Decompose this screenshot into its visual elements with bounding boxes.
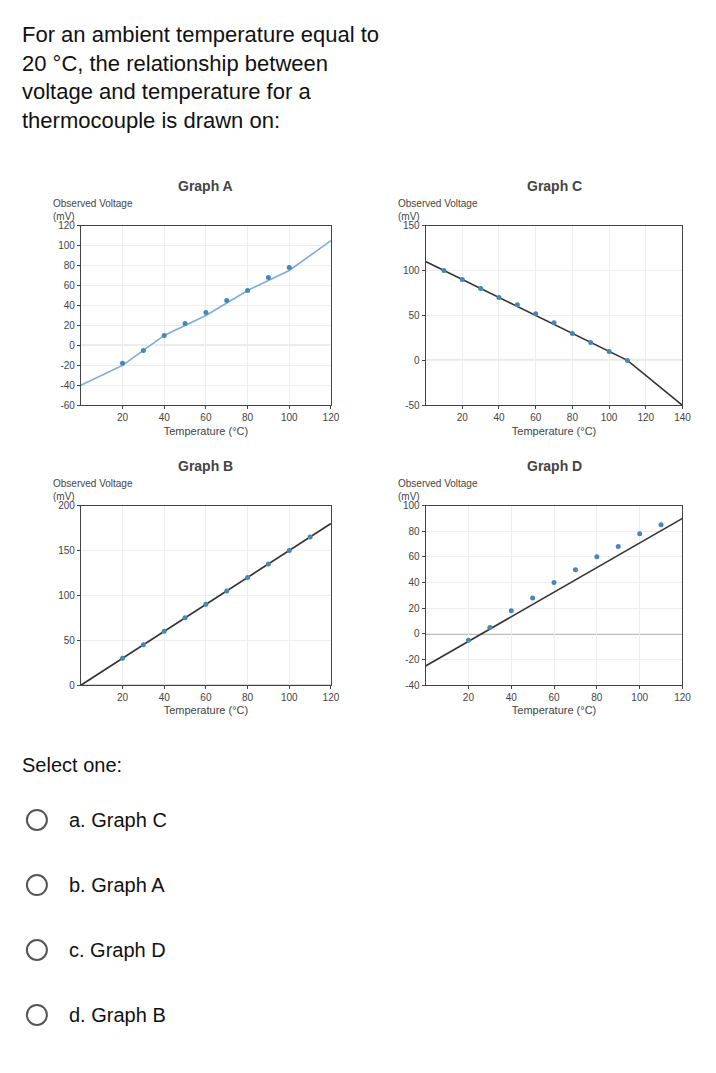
svg-text:60: 60 [200,692,212,703]
svg-text:For an ambient temperature equ: For an ambient temperature equal to20 °C… [22,22,379,133]
svg-text:20: 20 [117,412,129,423]
svg-text:80: 80 [242,692,254,703]
svg-text:Graph B: Graph B [178,458,233,474]
svg-text:Graph D: Graph D [527,458,582,474]
svg-text:20: 20 [117,692,129,703]
svg-text:40: 40 [159,692,171,703]
svg-text:120: 120 [58,220,75,231]
svg-text:60: 60 [548,692,560,703]
svg-text:Temperature (°C): Temperature (°C) [164,425,248,437]
svg-text:40: 40 [408,577,420,588]
svg-text:60: 60 [200,412,212,423]
svg-text:0: 0 [414,628,420,639]
svg-text:80: 80 [242,412,254,423]
svg-text:Temperature (°C): Temperature (°C) [164,704,248,716]
svg-text:100: 100 [601,412,618,423]
svg-text:-20: -20 [405,654,420,665]
svg-text:120: 120 [637,412,654,423]
svg-text:60: 60 [64,280,76,291]
svg-text:60: 60 [530,412,542,423]
svg-text:b. Graph A: b. Graph A [69,874,165,896]
svg-text:200: 200 [58,500,75,511]
svg-text:-60: -60 [60,400,75,411]
svg-text:40: 40 [64,300,76,311]
svg-text:120: 120 [323,692,340,703]
svg-text:Observed Voltage(mV): Observed Voltage(mV) [53,478,133,502]
svg-text:120: 120 [674,692,691,703]
svg-text:0: 0 [69,340,75,351]
svg-text:140: 140 [674,412,691,423]
svg-text:100: 100 [631,692,648,703]
svg-text:100: 100 [281,412,298,423]
svg-text:Select one:: Select one: [22,754,122,776]
svg-text:60: 60 [408,551,420,562]
svg-text:Observed Voltage(mV): Observed Voltage(mV) [53,198,133,222]
svg-text:Graph C: Graph C [527,178,582,194]
svg-text:120: 120 [323,412,340,423]
svg-text:80: 80 [567,412,579,423]
svg-text:100: 100 [281,692,298,703]
svg-text:100: 100 [58,240,75,251]
svg-text:80: 80 [591,692,603,703]
svg-text:d. Graph B: d. Graph B [69,1004,166,1026]
svg-text:a. Graph C: a. Graph C [69,809,167,831]
svg-text:20: 20 [463,692,475,703]
svg-text:Temperature (°C): Temperature (°C) [512,704,596,716]
svg-text:0: 0 [69,680,75,691]
svg-text:Temperature (°C): Temperature (°C) [512,425,596,437]
svg-text:50: 50 [64,635,76,646]
svg-text:50: 50 [408,310,420,321]
svg-text:-40: -40 [405,680,420,691]
svg-text:20: 20 [64,320,76,331]
svg-text:100: 100 [403,265,420,276]
svg-text:0: 0 [414,355,420,366]
svg-text:-40: -40 [60,380,75,391]
svg-text:Observed Voltage(mV): Observed Voltage(mV) [398,198,478,222]
svg-text:40: 40 [506,692,518,703]
svg-text:40: 40 [493,412,505,423]
svg-text:100: 100 [403,500,420,511]
svg-text:20: 20 [408,603,420,614]
svg-text:20: 20 [457,412,469,423]
svg-text:150: 150 [58,545,75,556]
svg-text:Graph A: Graph A [178,178,233,194]
svg-text:Observed Voltage(mV): Observed Voltage(mV) [398,478,478,502]
svg-text:100: 100 [58,590,75,601]
svg-text:c. Graph D: c. Graph D [69,939,166,961]
svg-text:40: 40 [159,412,171,423]
svg-text:150: 150 [403,220,420,231]
svg-text:80: 80 [64,260,76,271]
svg-text:-20: -20 [60,360,75,371]
svg-text:80: 80 [408,526,420,537]
svg-text:-50: -50 [405,400,420,411]
